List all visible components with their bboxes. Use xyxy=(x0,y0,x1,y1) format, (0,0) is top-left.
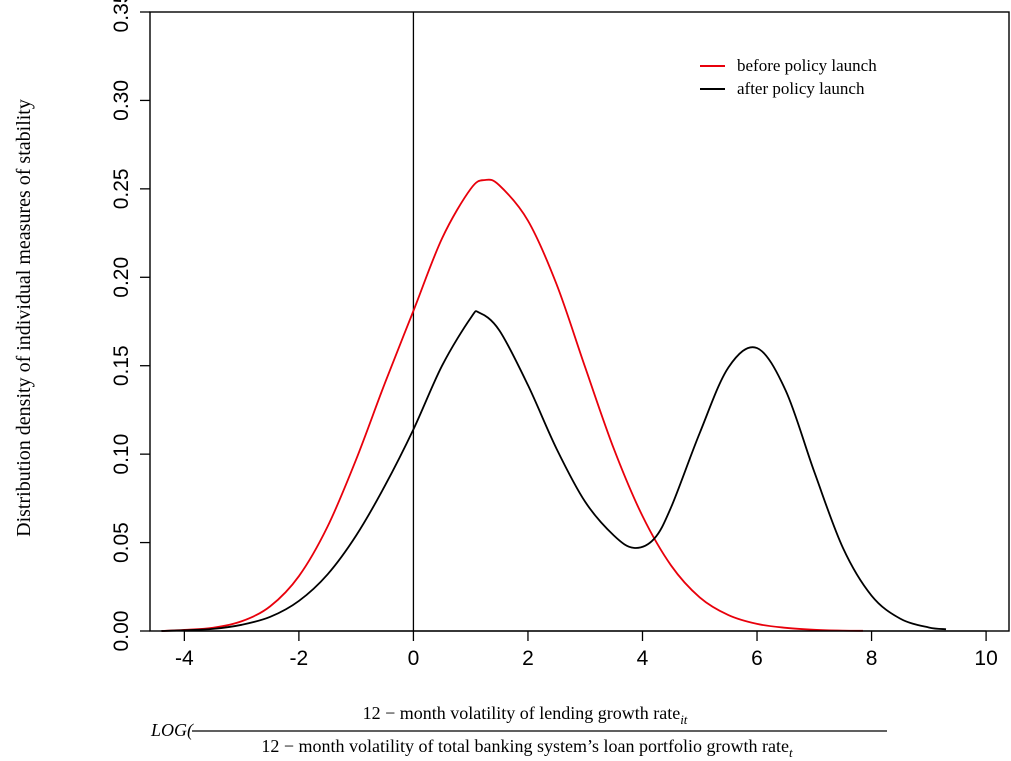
plot-frame xyxy=(149,11,1010,632)
x-label-denominator: 12 − month volatility of total banking s… xyxy=(261,736,793,760)
x-tick-label: 2 xyxy=(522,647,534,670)
x-tick-label: 6 xyxy=(751,647,763,670)
x-tick-label: 10 xyxy=(974,647,997,670)
legend-label-2: after policy launch xyxy=(737,79,865,98)
x-label-numerator-sub: it xyxy=(680,712,688,727)
plot-area xyxy=(150,12,1009,632)
y-tick-label: 0.30 xyxy=(110,80,133,121)
x-axis-label: LOG( 12 − month volatility of lending gr… xyxy=(150,703,887,760)
y-tick-label: 0.25 xyxy=(110,168,133,209)
legend: before policy launch after policy launch xyxy=(700,56,877,98)
x-label-denominator-sub: t xyxy=(789,745,793,760)
y-tick-label: 0.35 xyxy=(110,0,133,32)
y-tick-label: 0.20 xyxy=(110,257,133,298)
series-line-2 xyxy=(161,310,947,632)
y-axis-label: Distribution density of individual measu… xyxy=(13,99,35,537)
y-tick-label: 0.00 xyxy=(110,611,133,652)
x-label-prefix: LOG( xyxy=(150,720,194,741)
y-tick-label: 0.15 xyxy=(110,345,133,386)
x-tick-label: -2 xyxy=(290,647,309,670)
legend-label-1: before policy launch xyxy=(737,56,877,75)
x-label-numerator: 12 − month volatility of lending growth … xyxy=(363,703,688,727)
axes: -4 -2 0 2 4 6 8 10 0.00 0.05 0.10 0.15 0.20 0.25 0.30 0… xyxy=(110,0,1010,670)
y-tick-label: 0.10 xyxy=(110,434,133,475)
x-tick-label: -4 xyxy=(175,647,194,670)
x-tick-label: 4 xyxy=(637,647,649,670)
x-tick-label: 8 xyxy=(866,647,878,670)
series-line-1 xyxy=(161,178,863,632)
y-tick-label: 0.05 xyxy=(110,522,133,563)
x-tick-label: 0 xyxy=(408,647,420,670)
